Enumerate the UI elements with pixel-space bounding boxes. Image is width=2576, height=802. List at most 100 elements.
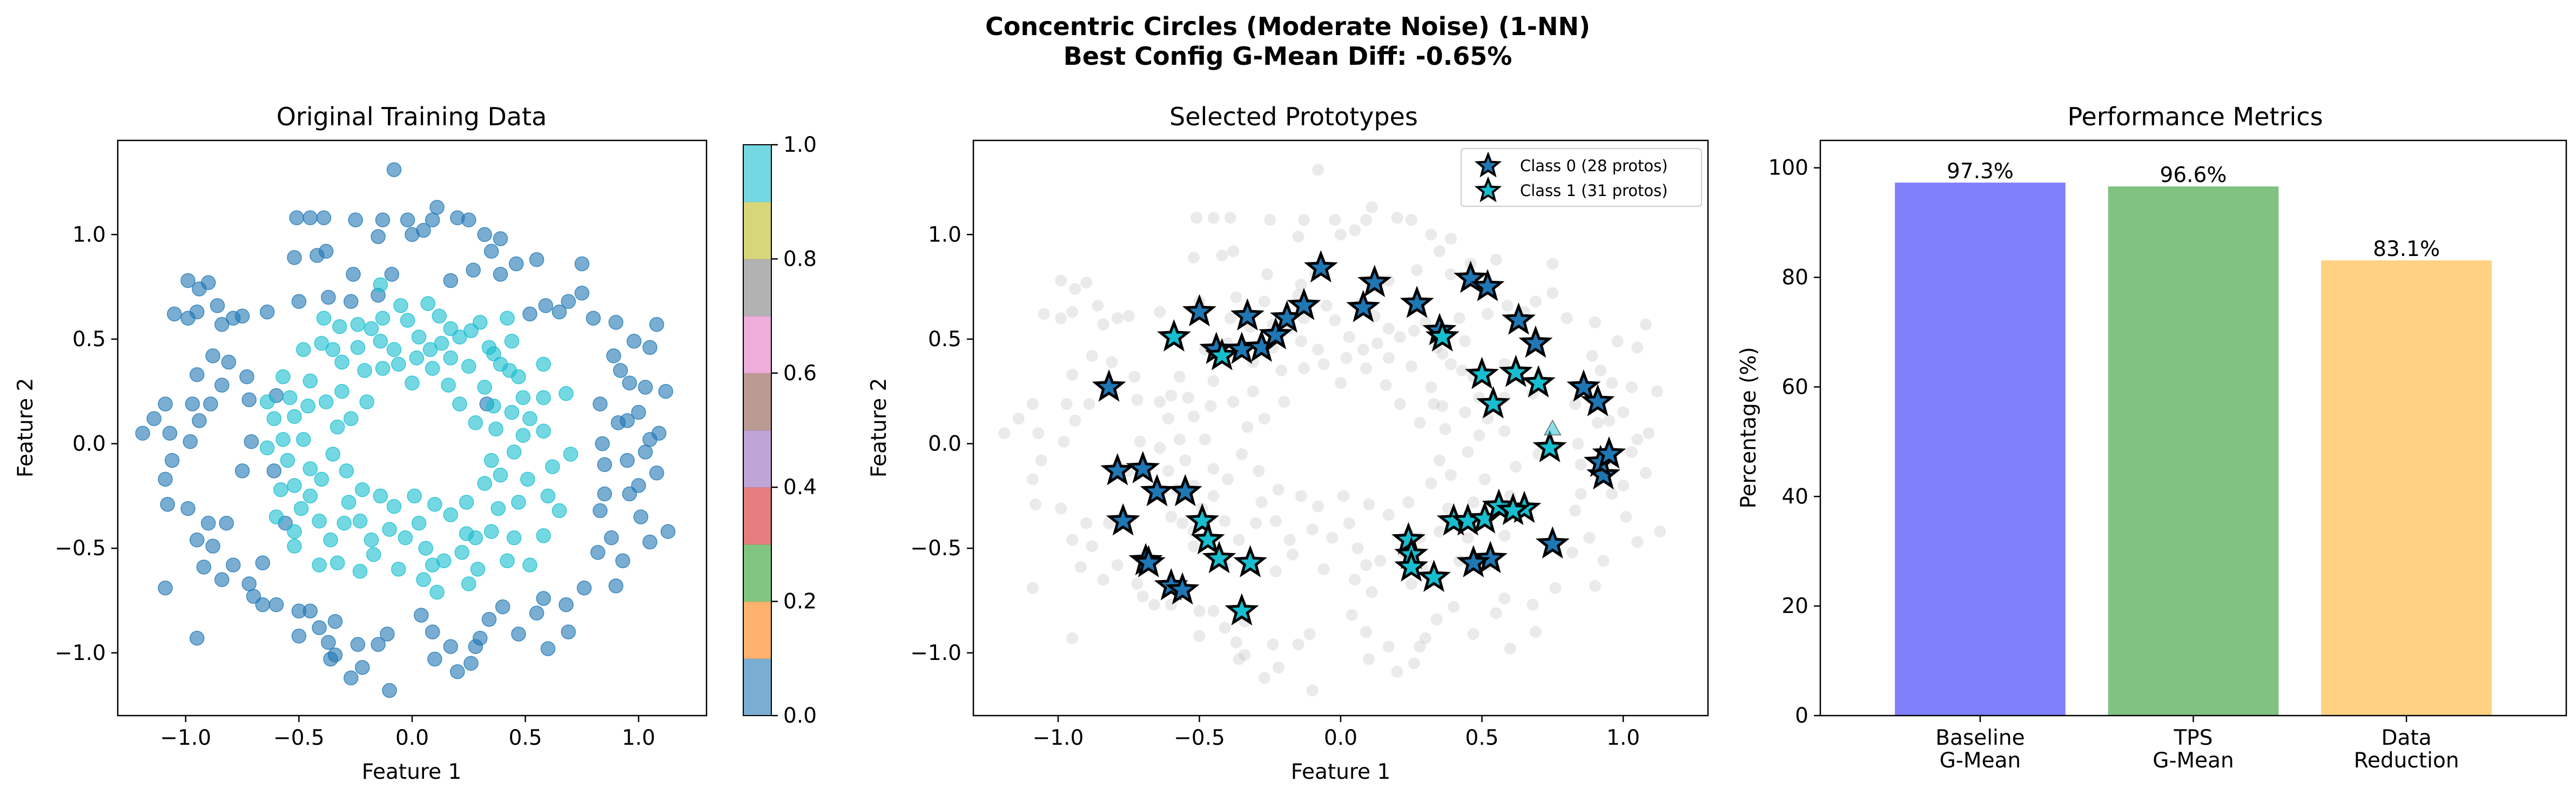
class0-point <box>375 212 391 227</box>
background-point <box>1419 632 1431 644</box>
background-point <box>1069 414 1081 427</box>
panel1-ytick-label: 0.0 <box>72 432 106 456</box>
class0-point <box>649 466 664 481</box>
class1-point <box>339 463 354 478</box>
background-point <box>1154 306 1166 318</box>
background-point <box>1306 523 1319 536</box>
class1-point <box>405 375 420 390</box>
background-point <box>1467 628 1479 640</box>
background-point <box>1510 461 1522 473</box>
background-point <box>1631 433 1644 446</box>
class1-point <box>352 514 368 529</box>
background-point <box>1069 283 1081 295</box>
class0-point <box>241 576 257 591</box>
background-point <box>1504 643 1516 655</box>
class0-prototype-star <box>1092 369 1126 402</box>
background-point <box>1425 228 1437 241</box>
class0-point <box>327 614 343 629</box>
background-point <box>1337 490 1350 502</box>
background-point <box>1639 467 1652 479</box>
class1-point <box>373 334 388 349</box>
background-point <box>1583 531 1596 544</box>
background-point <box>1482 308 1494 320</box>
panel1-xtick-label: −1.0 <box>160 726 211 750</box>
panel3-ytick-label: 100 <box>1768 156 1808 180</box>
class0-point <box>135 426 150 441</box>
class0-prototype-star <box>1592 436 1626 469</box>
class0-point <box>200 515 216 531</box>
bar-value-label: 97.3% <box>1947 159 2014 184</box>
background-point <box>1035 454 1047 467</box>
panel2-xtick-label: 1.0 <box>1606 726 1640 750</box>
class0-point <box>443 639 459 654</box>
background-point <box>1595 365 1607 376</box>
background-point <box>1233 534 1245 546</box>
background-point <box>1549 582 1562 594</box>
background-point <box>1391 665 1403 678</box>
class1-point <box>459 495 474 510</box>
class1-point <box>443 351 459 366</box>
class0-prototype-star <box>1126 450 1160 483</box>
class0-point <box>551 304 567 320</box>
class1-point <box>357 363 372 378</box>
class1-point <box>364 532 379 548</box>
class0-point <box>246 589 261 604</box>
class0-point <box>380 626 395 642</box>
class0-point <box>610 415 626 430</box>
class0-point <box>649 317 664 332</box>
legend-markers <box>1474 151 1502 203</box>
background-point <box>1430 613 1443 625</box>
colorbar-block <box>743 487 771 545</box>
panel2-background-points <box>998 164 1666 697</box>
class0-prototype-star <box>1131 545 1166 577</box>
background-point <box>1611 335 1624 347</box>
background-point <box>1173 433 1186 446</box>
background-point <box>1371 337 1383 349</box>
class1-point <box>316 311 332 326</box>
background-point <box>1227 396 1240 408</box>
background-point <box>1207 605 1220 617</box>
colorbar-blocks <box>743 145 771 716</box>
class0-point <box>158 581 173 596</box>
background-point <box>1176 517 1189 529</box>
background-point <box>1603 414 1615 427</box>
panel3-xtick-label: G-Mean <box>1940 749 2021 773</box>
background-point <box>1317 563 1330 575</box>
background-point <box>1060 398 1073 410</box>
class1-point <box>391 562 406 577</box>
class1-point <box>506 530 522 545</box>
background-point <box>1569 504 1582 517</box>
class1-point <box>452 396 467 412</box>
class1-point <box>483 524 499 539</box>
background-point <box>1374 555 1387 567</box>
background-point <box>1643 427 1655 440</box>
class0-prototype-star <box>1165 572 1200 605</box>
background-point <box>1357 343 1369 356</box>
background-point <box>1298 214 1310 226</box>
class0-point <box>287 250 302 265</box>
class0-point <box>355 660 370 675</box>
background-point <box>1058 435 1070 448</box>
class1-point <box>454 545 469 560</box>
background-point <box>1148 598 1160 611</box>
background-point <box>1066 368 1079 381</box>
background-point <box>1343 517 1355 529</box>
background-point <box>1225 312 1236 325</box>
class1-point <box>386 342 402 358</box>
background-point <box>1394 398 1406 410</box>
class1-point <box>490 501 506 516</box>
class1-point <box>302 488 318 504</box>
background-point <box>1473 429 1485 442</box>
background-point <box>1272 661 1284 673</box>
class0-point <box>268 597 284 612</box>
panel2-legend: Class 0 (28 protos) Class 1 (31 protos) <box>1461 148 1702 207</box>
background-point <box>1066 632 1079 644</box>
class1-point <box>391 356 406 372</box>
background-point <box>1529 626 1542 638</box>
class1-point <box>344 411 359 426</box>
class0-prototype-star <box>1456 545 1491 578</box>
class0-point <box>608 578 624 594</box>
background-point <box>1651 385 1663 397</box>
class0-point <box>344 670 359 686</box>
background-point <box>1225 212 1236 224</box>
